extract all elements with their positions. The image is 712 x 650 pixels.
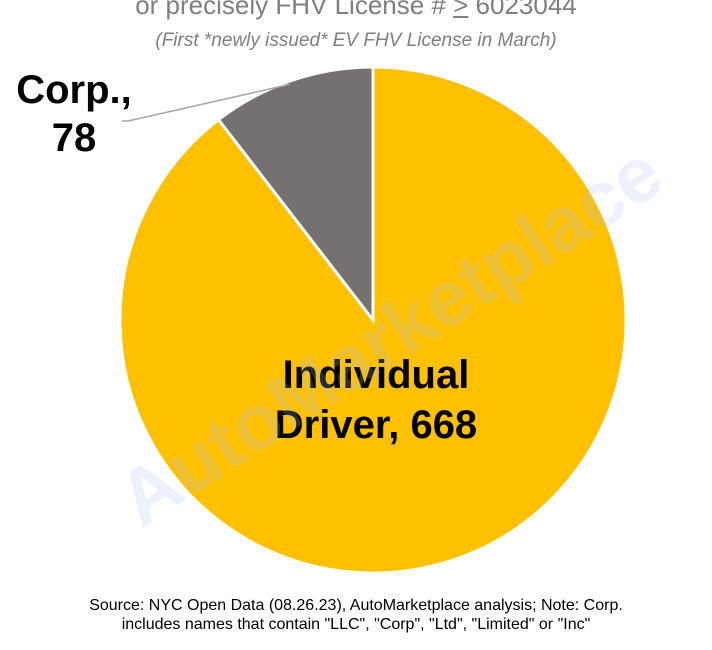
title-suffix: 6023044: [468, 0, 577, 20]
individual-label-value: Driver, 668: [274, 403, 478, 447]
source-line-2: includes names that contain "LLC", "Corp…: [121, 616, 591, 633]
corp-label-name: Corp.,: [16, 68, 132, 112]
pie-slice-corp: [216, 65, 375, 325]
chart-title: or precisely FHV License # > 6023044: [0, 0, 712, 20]
chart-subtitle: (First *newly issued* EV FHV License in …: [155, 30, 557, 51]
individual-label-name: Individual: [282, 353, 470, 397]
corp-leader-line: [122, 83, 290, 122]
corp-data-label: Corp., 78: [6, 66, 142, 162]
individual-driver-data-label: Individual Driver, 668: [226, 350, 526, 450]
corp-label-value: 78: [51, 116, 97, 160]
title-prefix: or precisely FHV License #: [135, 0, 454, 20]
source-note: Source: NYC Open Data (08.26.23), AutoMa…: [0, 596, 712, 634]
source-line-1: Source: NYC Open Data (08.26.23), AutoMa…: [89, 597, 623, 614]
title-ge-symbol: >: [453, 0, 469, 20]
